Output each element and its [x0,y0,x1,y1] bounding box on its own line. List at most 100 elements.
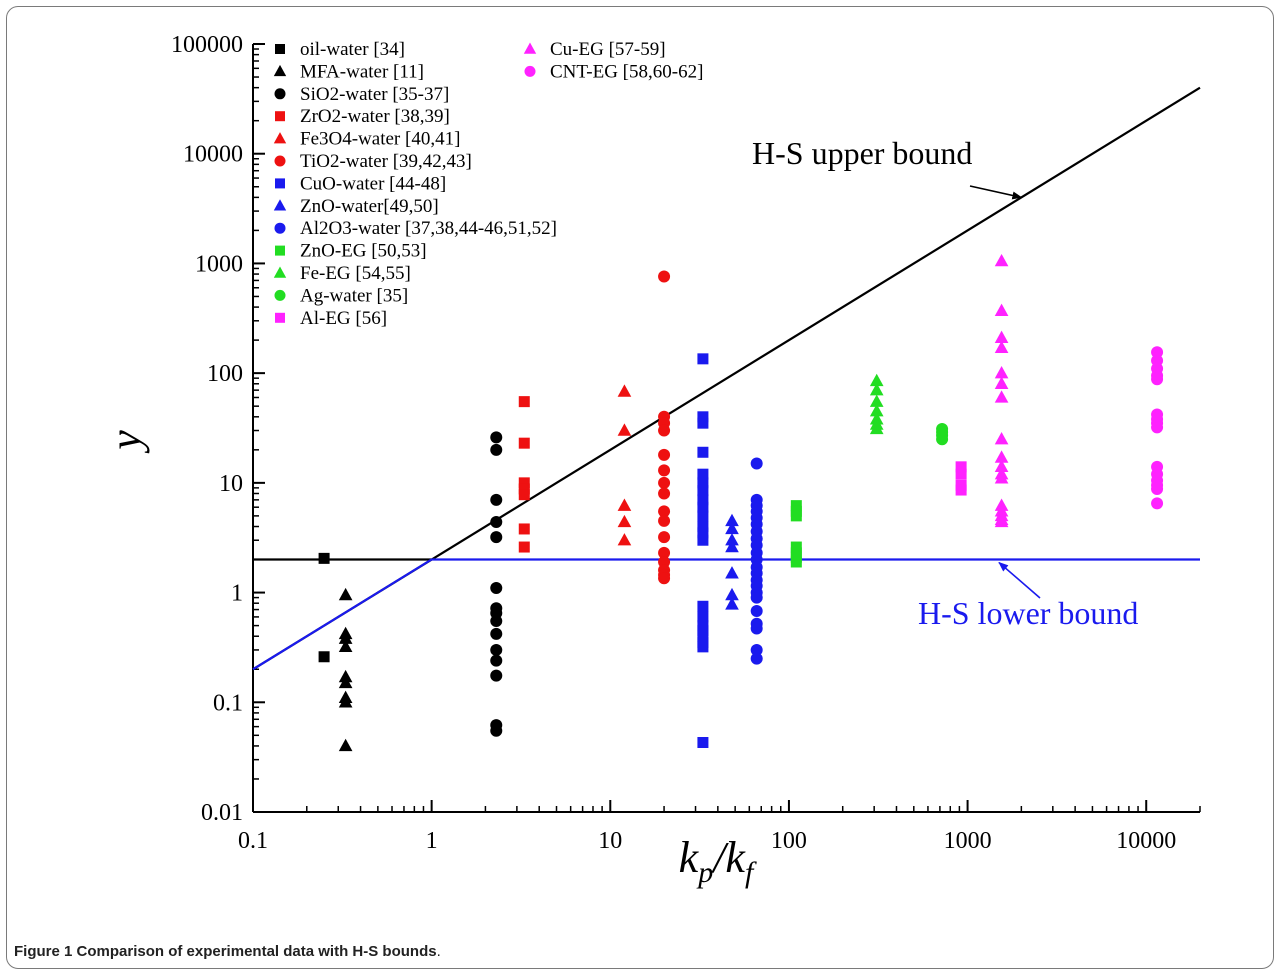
legend-label: ZnO-EG [50,53] [300,241,427,262]
legend-marker [275,312,285,323]
data-point [338,695,353,708]
data-point [994,459,1009,473]
legend-marker [275,245,285,256]
data-point [725,539,739,553]
data-point [869,373,884,387]
data-point [658,448,671,461]
data-point [697,600,709,612]
data-point [490,724,503,737]
y-tick-label: 10000 [183,142,243,168]
data-point [490,654,503,667]
data-point [725,533,739,546]
data-point [725,587,739,601]
data-point [994,376,1009,389]
data-point [318,651,330,663]
data-point [869,394,884,407]
figure-caption: Figure 1 Comparison of experimental data… [14,943,441,960]
data-point [518,483,530,495]
y-tick-label: 10 [219,471,243,497]
data-point [994,365,1009,379]
data-point [518,541,530,553]
data-point [617,423,632,436]
data-point [994,253,1009,267]
data-point [725,513,739,527]
legend-marker [274,222,286,234]
data-point [518,489,530,501]
data-point [750,622,763,635]
legend-label: MFA-water [11] [300,61,424,82]
data-point [994,330,1009,343]
legend-marker [524,65,536,77]
data-point [725,597,739,610]
legend-label: CuO-water [44-48] [300,173,446,194]
data-point [617,498,632,511]
data-point [658,476,671,489]
upper-bound-arrow [969,185,1023,200]
data-point [338,675,353,689]
legend-marker [273,266,287,278]
data-point [697,625,709,637]
legend-label: CNT-EG [58,60-62] [550,61,703,82]
caption-text: Comparison of experimental data with H-S… [76,943,437,960]
data-point [490,582,503,595]
data-point [658,514,671,527]
data-point [1151,373,1164,386]
axis-titles: y kp/kf [101,430,757,889]
data-point [658,531,671,544]
data-point [318,552,330,564]
data-point [518,523,530,535]
data-point [338,639,353,653]
x-tick-label: 100 [771,828,807,854]
data-point [790,500,802,512]
data-point [658,572,671,585]
x-axis-title: kp/kf [679,833,757,889]
data-point [338,631,353,644]
legend: oil-water [34]MFA-water [11]SiO2-water [… [273,39,703,329]
legend-label: Al-EG [56] [300,308,387,329]
data-point [617,514,632,528]
y-tick-label: 100000 [171,32,243,58]
legend-marker [273,64,287,77]
legend-label: Ag-water [35] [300,285,408,306]
data-point [338,738,353,752]
caption-label: Figure 1 [14,943,73,960]
legend-marker [274,289,286,301]
legend-marker [274,88,286,100]
data-point [750,591,763,604]
figure-frame [6,6,1274,969]
data-point [725,521,739,535]
data-point [697,417,709,429]
upper-bound-label: H-S upper bound [752,135,972,171]
data-point [697,446,709,458]
y-tick-label: 1 [231,581,243,607]
data-point [658,424,671,437]
data-point [936,433,949,446]
data-point [994,432,1009,445]
legend-marker [275,111,285,122]
y-tick-label: 0.01 [201,800,243,826]
data-point [1151,346,1164,359]
data-point [869,404,884,417]
data-point [697,468,709,480]
annotations: H-S upper bound H-S lower bound [752,135,1138,631]
bound-line [252,558,1200,671]
data-point [697,485,709,497]
legend-label: oil-water [34] [300,39,405,60]
data-point [697,641,709,653]
legend-label: Fe-EG [54,55] [300,263,411,284]
data-point [697,521,709,533]
data-point [697,353,709,365]
data-points [318,253,1164,752]
legend-marker [275,178,285,189]
data-point [490,615,503,628]
legend-marker [273,199,287,211]
data-point [658,505,671,518]
data-point [697,736,709,748]
data-point [994,471,1009,484]
data-point [490,443,503,456]
data-point [955,468,967,480]
data-point [869,421,884,435]
data-point [790,556,802,568]
data-point [490,493,503,506]
